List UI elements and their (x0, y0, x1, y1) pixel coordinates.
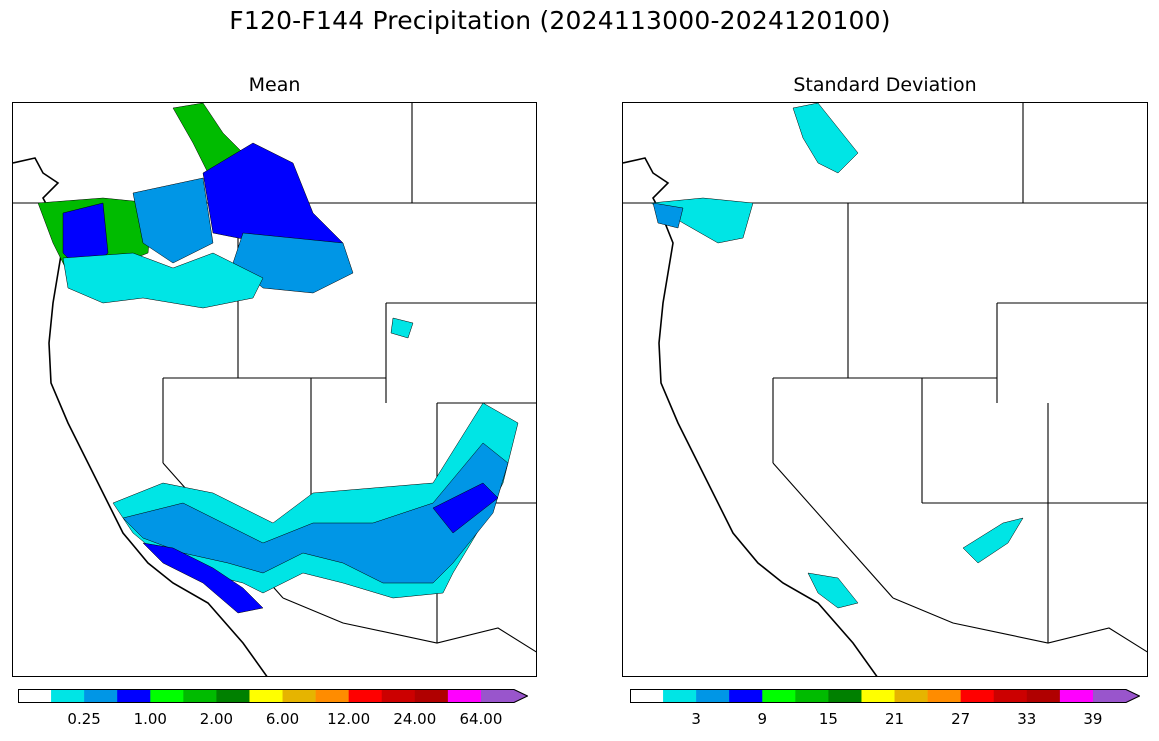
stddev-coastline (623, 157, 878, 676)
mean-precip-shading (37, 103, 519, 614)
stddev-colorbar-segment (960, 689, 995, 703)
stddev-colorbar-segment (993, 689, 1028, 703)
mean-colorbar-tick-label: 1.00 (133, 710, 167, 728)
mean-colorbar-labels: 0.25 1.00 2.00 6.00 12.00 24.00 64.00 (18, 710, 538, 730)
stddev-colorbar-tick-label: 27 (951, 710, 971, 728)
mean-colorbar-segment (348, 689, 383, 703)
mean-shade-n-wa (132, 177, 214, 264)
mean-map-canvas (13, 103, 536, 676)
mean-colorbar-segment (414, 689, 449, 703)
stddev-colorbar-segment (696, 689, 730, 703)
figure-title: F120-F144 Precipitation (2024113000-2024… (229, 6, 891, 35)
stddev-colorbar-segment (630, 689, 664, 703)
stddev-shade-olympic (652, 202, 684, 229)
mean-colorbar-segment (282, 689, 316, 703)
stddev-colorbar-segment (927, 689, 961, 703)
stddev-colorbar-segment (762, 689, 796, 703)
stddev-colorbar-segment (729, 689, 763, 703)
mean-colorbar-outline (18, 689, 528, 703)
mean-colorbar-tick-label: 2.00 (199, 710, 234, 728)
mean-colorbar-segment (480, 689, 528, 703)
mean-colorbar-segment (117, 689, 151, 703)
stddev-colorbar-segment (894, 689, 928, 703)
mean-colorbar-segment (216, 689, 250, 703)
mean-colorbar (18, 689, 528, 703)
mean-colorbar-segment (183, 689, 217, 703)
mean-colorbar-segment (249, 689, 283, 703)
mean-colorbar-segment (84, 689, 118, 703)
stddev-shade-az (962, 517, 1024, 564)
stddev-colorbar-segment (861, 689, 895, 703)
stddev-colorbar-tick-label: 3 (691, 710, 701, 728)
stddev-colorbar-segment (1026, 689, 1061, 703)
mean-colorbar-tick-label: 6.00 (265, 710, 300, 728)
mean-colorbar-segment (447, 689, 482, 703)
stddev-colorbar-tick-label: 39 (1083, 710, 1103, 728)
stddev-colorbar-tick-label: 15 (818, 710, 838, 728)
mean-colorbar-tick-label: 64.00 (459, 710, 503, 728)
mean-colorbar-segment (51, 689, 85, 703)
mean-shade-mt (390, 317, 414, 339)
mean-colorbar-segment (315, 689, 349, 703)
mean-shade-sw-skyblue (122, 442, 509, 584)
mean-colorbar-segment (150, 689, 184, 703)
mean-colorbar-tick-label: 24.00 (393, 710, 437, 728)
stddev-colorbar-outline (630, 689, 1140, 703)
stddev-colorbar-segment (1059, 689, 1094, 703)
mean-panel-title: Mean (248, 74, 301, 96)
stddev-colorbar-segment (795, 689, 829, 703)
stddev-colorbar-tick-label: 33 (1017, 710, 1037, 728)
stddev-state-boundaries (623, 103, 1147, 653)
stddev-colorbar-segment (663, 689, 697, 703)
mean-coastline (13, 157, 268, 676)
mean-colorbar-segment (381, 689, 416, 703)
stddev-colorbar-tick-label: 9 (757, 710, 768, 728)
mean-shade-e-wa (62, 252, 264, 309)
stddev-colorbar-tick-label: 21 (884, 710, 905, 728)
stddev-map-canvas (623, 103, 1147, 676)
stddev-map (622, 102, 1148, 677)
mean-shade-nm (432, 482, 499, 534)
mean-map (12, 102, 537, 677)
stddev-colorbar-labels: 3 9 15 21 27 33 39 (630, 710, 1150, 730)
stddev-shade-n-cascades (792, 103, 859, 174)
stddev-colorbar (630, 689, 1140, 703)
stddev-colorbar-segment (1092, 689, 1140, 703)
stddev-colorbar-segment (828, 689, 862, 703)
stddev-panel-title: Standard Deviation (793, 74, 977, 96)
mean-colorbar-segment (18, 689, 52, 703)
mean-colorbar-tick-label: 0.25 (67, 710, 101, 728)
stddev-shade-socal (807, 572, 859, 609)
mean-colorbar-tick-label: 12.00 (327, 710, 371, 728)
mean-shade-socal (142, 542, 264, 614)
stddev-precip-shading (650, 103, 1024, 609)
